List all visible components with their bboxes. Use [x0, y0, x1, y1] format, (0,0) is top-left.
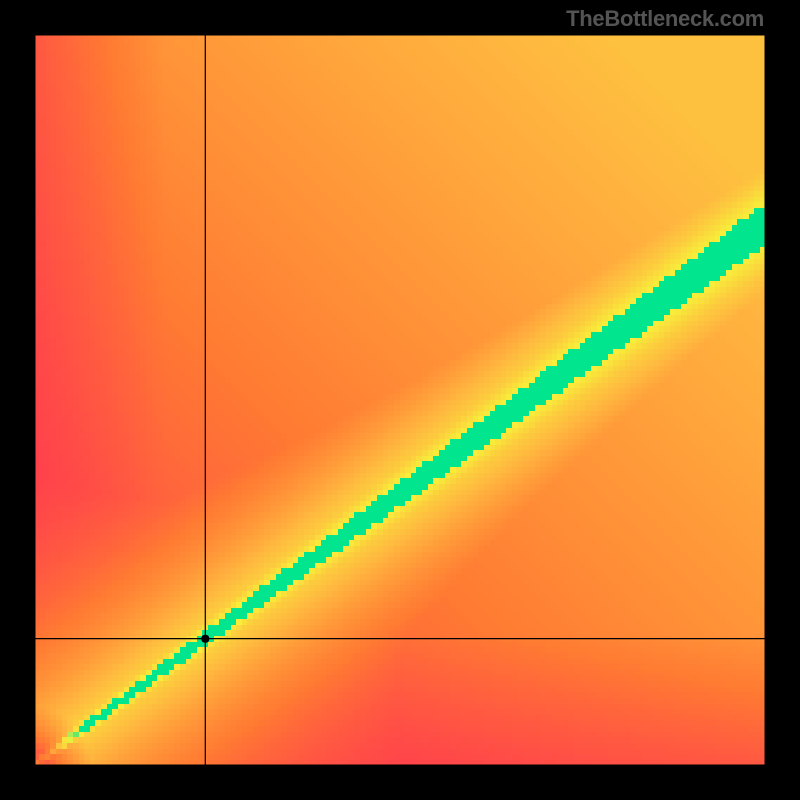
- watermark-text: TheBottleneck.com: [566, 6, 764, 32]
- heatmap-plot: [34, 34, 766, 766]
- heatmap-canvas: [34, 34, 766, 766]
- chart-container: TheBottleneck.com: [0, 0, 800, 800]
